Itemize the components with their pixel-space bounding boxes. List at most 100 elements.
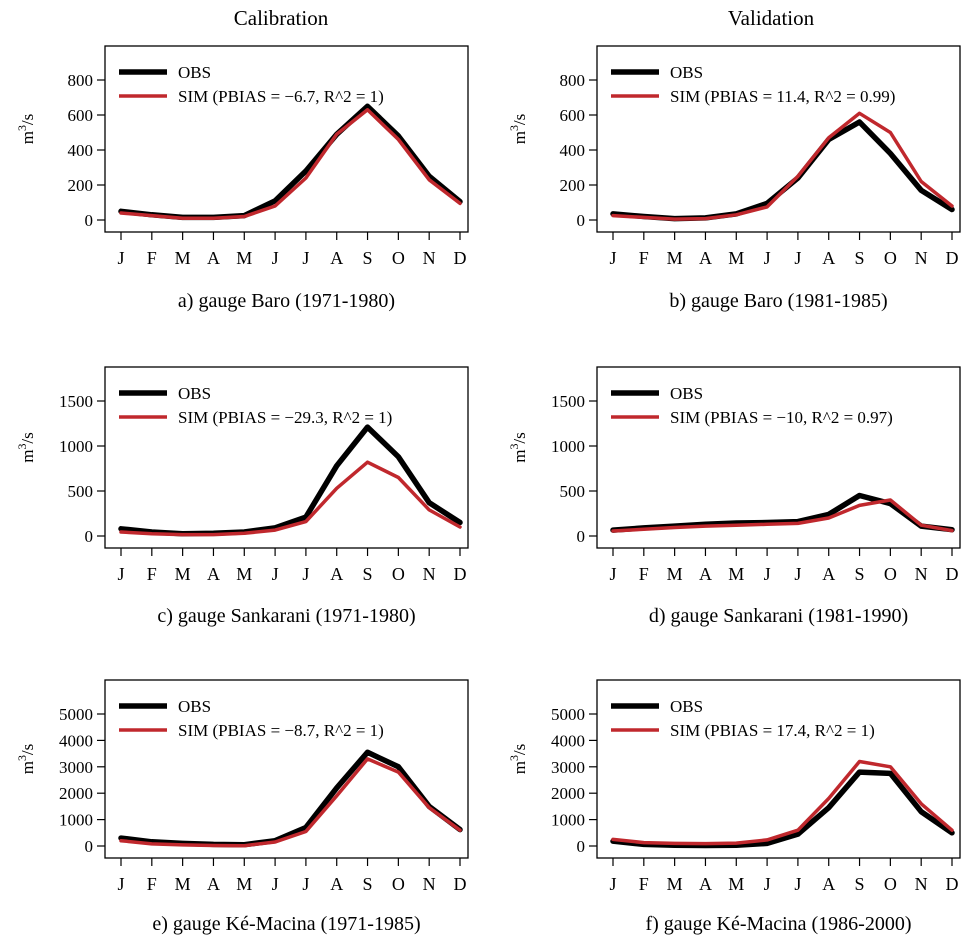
x-tick-label: D <box>454 564 467 584</box>
x-tick-label: S <box>855 874 865 894</box>
x-tick-label: O <box>884 874 897 894</box>
y-tick-label: 800 <box>560 71 586 90</box>
obs-series-line <box>610 119 955 222</box>
x-tick-label: A <box>207 874 220 894</box>
calibration-column-title: Calibration <box>233 6 329 30</box>
x-tick-label: J <box>272 248 279 268</box>
y-tick-label: 1000 <box>551 811 585 830</box>
x-tick-label: M <box>728 564 744 584</box>
obs-series-line <box>118 749 463 848</box>
x-tick-label: M <box>667 874 683 894</box>
y-tick-label: 0 <box>85 837 94 856</box>
legend-label: OBS <box>670 63 703 82</box>
x-tick-label: N <box>915 874 928 894</box>
plot-frame <box>596 45 961 233</box>
x-tick-label: A <box>822 564 835 584</box>
x-tick-label: M <box>175 248 191 268</box>
y-tick-label: 1000 <box>59 811 93 830</box>
x-tick-label: N <box>915 564 928 584</box>
x-tick-label: M <box>236 248 252 268</box>
legend-label: SIM (PBIAS = 17.4, R^2 = 1) <box>670 721 875 740</box>
y-tick-label: 400 <box>68 141 94 160</box>
x-tick-label: A <box>207 564 220 584</box>
y-tick-label: 0 <box>85 527 94 546</box>
sim-series-line <box>611 111 954 221</box>
x-tick-label: J <box>794 874 801 894</box>
x-tick-label: M <box>236 874 252 894</box>
y-axis-label: m3/s <box>15 744 37 775</box>
y-tick-label: 200 <box>560 176 586 195</box>
legend-label: OBS <box>670 384 703 403</box>
y-tick-label: 500 <box>560 482 586 501</box>
x-tick-label: F <box>147 874 157 894</box>
x-tick-label: A <box>330 564 343 584</box>
x-tick-label: N <box>423 564 436 584</box>
legend-label: SIM (PBIAS = −10, R^2 = 0.97) <box>670 408 893 427</box>
sim-series-line <box>119 460 462 537</box>
y-tick-label: 5000 <box>59 705 93 724</box>
y-axis-label: m3/s <box>507 744 529 775</box>
y-axis-label: m3/s <box>15 432 37 463</box>
panel-caption: d) gauge Sankarani (1981-1990) <box>649 605 908 627</box>
x-tick-label: J <box>794 248 801 268</box>
y-tick-label: 1000 <box>551 437 585 456</box>
x-tick-label: D <box>454 874 467 894</box>
x-tick-label: J <box>117 874 124 894</box>
y-tick-label: 2000 <box>551 784 585 803</box>
x-tick-label: J <box>272 564 279 584</box>
x-tick-label: O <box>884 564 897 584</box>
x-tick-label: M <box>175 874 191 894</box>
x-tick-label: J <box>302 564 309 584</box>
y-axis-label: m3/s <box>507 114 529 145</box>
x-tick-label: J <box>609 874 616 894</box>
x-tick-label: S <box>855 564 865 584</box>
y-tick-label: 4000 <box>551 731 585 750</box>
x-tick-label: F <box>639 874 649 894</box>
legend-label: SIM (PBIAS = −29.3, R^2 = 1) <box>178 408 392 427</box>
x-tick-label: S <box>363 874 373 894</box>
x-tick-label: M <box>728 248 744 268</box>
plot-frame <box>596 366 961 549</box>
x-tick-label: D <box>946 874 959 894</box>
x-tick-label: S <box>363 564 373 584</box>
x-tick-label: J <box>764 564 771 584</box>
panel-caption: c) gauge Sankarani (1971-1980) <box>157 605 415 627</box>
y-tick-label: 0 <box>85 211 94 230</box>
y-tick-label: 600 <box>560 106 586 125</box>
y-tick-label: 500 <box>68 482 94 501</box>
sim-series-line <box>119 108 462 221</box>
y-tick-label: 3000 <box>551 758 585 777</box>
plot-frame <box>104 679 469 859</box>
x-tick-label: A <box>699 874 712 894</box>
panel-caption: f) gauge Ké-Macina (1986-2000) <box>645 913 911 935</box>
x-tick-label: M <box>175 564 191 584</box>
panel-caption: b) gauge Baro (1981-1985) <box>669 290 887 312</box>
x-tick-label: M <box>667 564 683 584</box>
y-tick-label: 2000 <box>59 784 93 803</box>
legend-label: OBS <box>178 697 211 716</box>
x-tick-label: A <box>330 874 343 894</box>
obs-series-line <box>610 769 955 849</box>
x-tick-label: N <box>915 248 928 268</box>
x-tick-label: F <box>639 248 649 268</box>
x-tick-label: O <box>884 248 897 268</box>
x-tick-label: O <box>392 874 405 894</box>
panel-caption: a) gauge Baro (1971-1980) <box>178 290 395 312</box>
legend-label: SIM (PBIAS = 11.4, R^2 = 0.99) <box>670 87 895 106</box>
x-tick-label: J <box>609 564 616 584</box>
x-tick-label: A <box>699 564 712 584</box>
x-tick-label: J <box>764 874 771 894</box>
x-tick-label: A <box>207 248 220 268</box>
y-tick-label: 1000 <box>59 437 93 456</box>
x-tick-label: J <box>117 564 124 584</box>
y-tick-label: 5000 <box>551 705 585 724</box>
validation-column-title: Validation <box>727 6 815 30</box>
plot-frame <box>104 366 469 549</box>
x-tick-label: A <box>822 874 835 894</box>
